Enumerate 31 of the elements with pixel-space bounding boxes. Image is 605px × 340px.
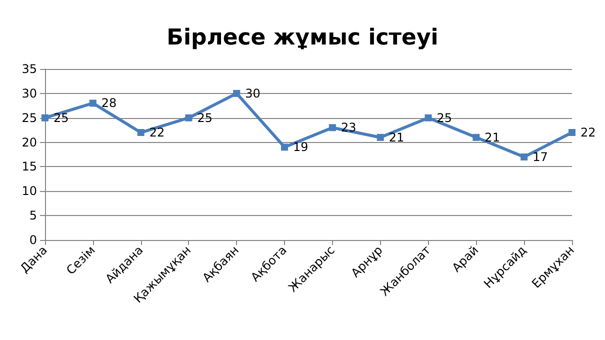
data-label: 22 xyxy=(580,126,596,140)
data-label: 25 xyxy=(197,110,213,125)
y-tick-label: 0 xyxy=(29,233,37,247)
point xyxy=(424,114,432,122)
chart-title: Бірлесе жұмыс істеуі xyxy=(166,26,438,50)
point xyxy=(185,114,192,122)
point xyxy=(520,153,528,160)
y-tick-label: 15 xyxy=(22,160,37,174)
data-label: 17 xyxy=(532,150,548,164)
data-label: 25 xyxy=(436,110,452,125)
y-tick-label: 5 xyxy=(29,208,37,223)
data-label: 22 xyxy=(149,126,165,140)
data-label: 21 xyxy=(484,130,500,144)
y-tick-label: 35 xyxy=(22,62,37,76)
data-label: 25 xyxy=(54,110,69,125)
point xyxy=(568,129,576,136)
data-label: 30 xyxy=(245,86,260,100)
point xyxy=(89,100,96,107)
point xyxy=(376,134,384,141)
y-tick-label: 10 xyxy=(22,184,37,198)
point xyxy=(281,144,288,151)
y-tick-label: 30 xyxy=(22,86,37,100)
data-label: 28 xyxy=(101,96,117,110)
y-tick-label: 25 xyxy=(22,110,37,125)
y-tick-label: 20 xyxy=(22,135,37,150)
point xyxy=(137,129,144,136)
point xyxy=(472,134,480,141)
point xyxy=(328,124,336,132)
data-label: 19 xyxy=(293,140,308,154)
data-label: 21 xyxy=(388,130,404,144)
point xyxy=(233,90,240,97)
